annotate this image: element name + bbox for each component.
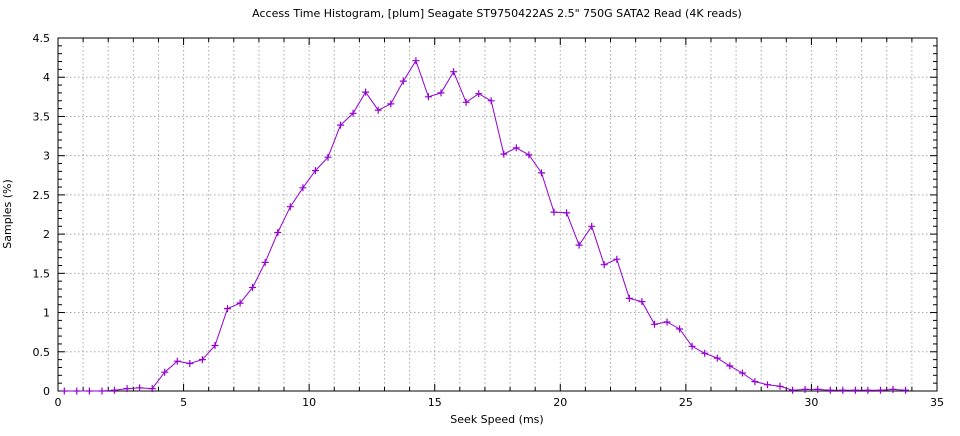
data-series <box>60 57 910 395</box>
y-tick-label: 0.5 <box>33 346 51 359</box>
x-axis-label: Seek Speed (ms) <box>450 413 543 426</box>
x-tick-label: 0 <box>55 396 62 409</box>
series-markers <box>60 57 910 395</box>
y-tick-label: 0 <box>43 385 50 398</box>
y-tick-label: 1.5 <box>33 267 51 280</box>
x-tick-label: 10 <box>302 396 316 409</box>
grid-lines <box>58 38 937 391</box>
y-tick-label: 3.5 <box>33 110 51 123</box>
y-tick-label: 2 <box>43 228 50 241</box>
y-tick-label: 4 <box>43 71 50 84</box>
y-tick-label: 1 <box>43 307 50 320</box>
chart-title: Access Time Histogram, [plum] Seagate ST… <box>252 7 742 20</box>
y-tick-label: 2.5 <box>33 189 51 202</box>
x-tick-label: 20 <box>553 396 567 409</box>
x-tick-label: 35 <box>930 396 944 409</box>
axis-ticks <box>57 37 938 392</box>
plot-border-rect <box>57 37 938 392</box>
plot-border <box>57 37 938 392</box>
y-axis-label: Samples (%) <box>1 179 14 249</box>
x-tick-label: 5 <box>180 396 187 409</box>
y-tick-label: 4.5 <box>33 32 51 45</box>
y-tick-label: 3 <box>43 150 50 163</box>
x-tick-labels: 0 5 10 15 20 25 30 35 <box>55 396 945 409</box>
x-tick-label: 30 <box>804 396 818 409</box>
x-tick-label: 15 <box>428 396 442 409</box>
y-tick-labels: 0 0.5 1 1.5 2 2.5 3 3.5 4 4.5 <box>33 32 51 398</box>
x-tick-label: 25 <box>679 396 693 409</box>
